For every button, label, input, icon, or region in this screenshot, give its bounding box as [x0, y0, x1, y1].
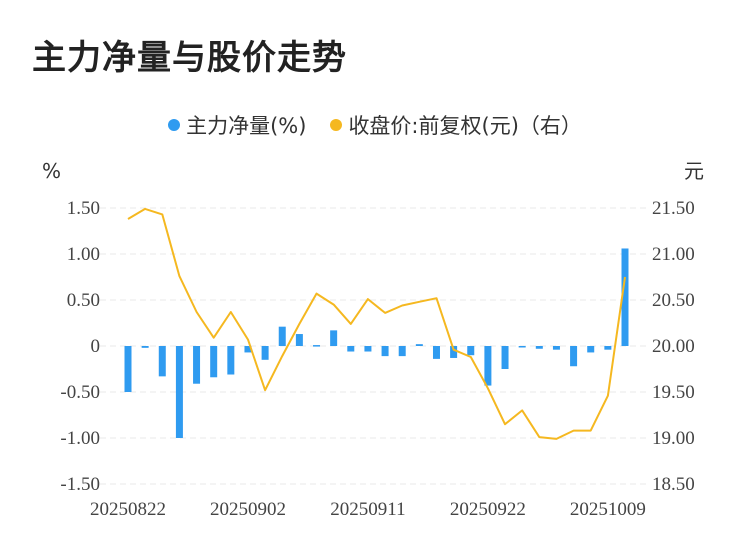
- bar: [210, 346, 218, 378]
- bar: [244, 346, 252, 353]
- line-series: [127, 207, 626, 440]
- legend-label-main-net: 主力净量(%): [186, 114, 307, 138]
- bar: [261, 346, 269, 360]
- bar: [364, 346, 372, 352]
- bar: [381, 346, 389, 357]
- right-tick-label: 19.00: [652, 428, 695, 449]
- left-tick-label: 1.00: [67, 244, 100, 265]
- bar: [398, 346, 406, 357]
- left-tick-label: -1.00: [60, 428, 100, 449]
- legend-item-close-price[interactable]: 收盘价:前复权(元)（右）: [330, 110, 582, 140]
- right-tick-label: 19.50: [652, 382, 695, 403]
- bar: [175, 346, 183, 438]
- bar: [587, 346, 595, 353]
- right-tick-label: 21.50: [652, 198, 695, 219]
- x-tick-label: 20250822: [90, 499, 166, 520]
- left-axis-unit: %: [42, 159, 61, 183]
- legend-dot-main-net: [168, 119, 181, 131]
- bar-series: [124, 248, 629, 438]
- chart-title: 主力净量与股价走势: [32, 38, 347, 78]
- bar: [535, 346, 543, 349]
- bar: [295, 334, 303, 346]
- bar: [552, 346, 560, 350]
- bar: [570, 346, 578, 367]
- legend-label-close-price: 收盘价:前复权(元)（右）: [348, 114, 582, 138]
- bar: [518, 346, 526, 348]
- bar: [227, 346, 235, 375]
- right-tick-label: 20.00: [652, 336, 695, 357]
- bar: [278, 326, 286, 346]
- bar: [193, 346, 201, 384]
- x-tick-label: 20250922: [450, 499, 526, 520]
- bar: [124, 346, 132, 392]
- left-tick-label: -1.50: [60, 474, 100, 495]
- bar: [141, 346, 149, 348]
- bar: [501, 346, 509, 369]
- legend: 主力净量(%) 收盘价:前复权(元)（右）: [0, 110, 750, 140]
- bar: [313, 345, 321, 347]
- legend-dot-close-price: [330, 119, 343, 131]
- bar: [330, 330, 338, 346]
- legend-item-main-net[interactable]: 主力净量(%): [168, 110, 306, 140]
- bar: [484, 346, 492, 386]
- price-line: [127, 207, 626, 440]
- right-tick-label: 18.50: [652, 474, 695, 495]
- x-tick-label: 20250902: [210, 499, 286, 520]
- bar: [158, 346, 166, 377]
- right-tick-label: 21.00: [652, 244, 695, 265]
- left-tick-label: -0.50: [60, 382, 100, 403]
- bar: [604, 346, 612, 350]
- bar: [467, 346, 475, 356]
- x-tick-label: 20250911: [330, 499, 405, 520]
- x-tick-label: 20251009: [570, 499, 646, 520]
- bar: [415, 344, 423, 346]
- left-tick-label: 0.50: [67, 290, 100, 311]
- left-tick-label: 0: [91, 336, 101, 357]
- right-tick-label: 20.50: [652, 290, 695, 311]
- bar: [347, 346, 355, 352]
- left-tick-label: 1.50: [67, 198, 100, 219]
- bar: [450, 346, 458, 358]
- bar: [621, 248, 629, 346]
- bar: [432, 346, 440, 359]
- axis-labels: 1.50 21.50 1.00 21.00 0.50 20.50 0 20.00 -0.50 19…: [42, 159, 704, 520]
- right-axis-unit: 元: [684, 159, 704, 183]
